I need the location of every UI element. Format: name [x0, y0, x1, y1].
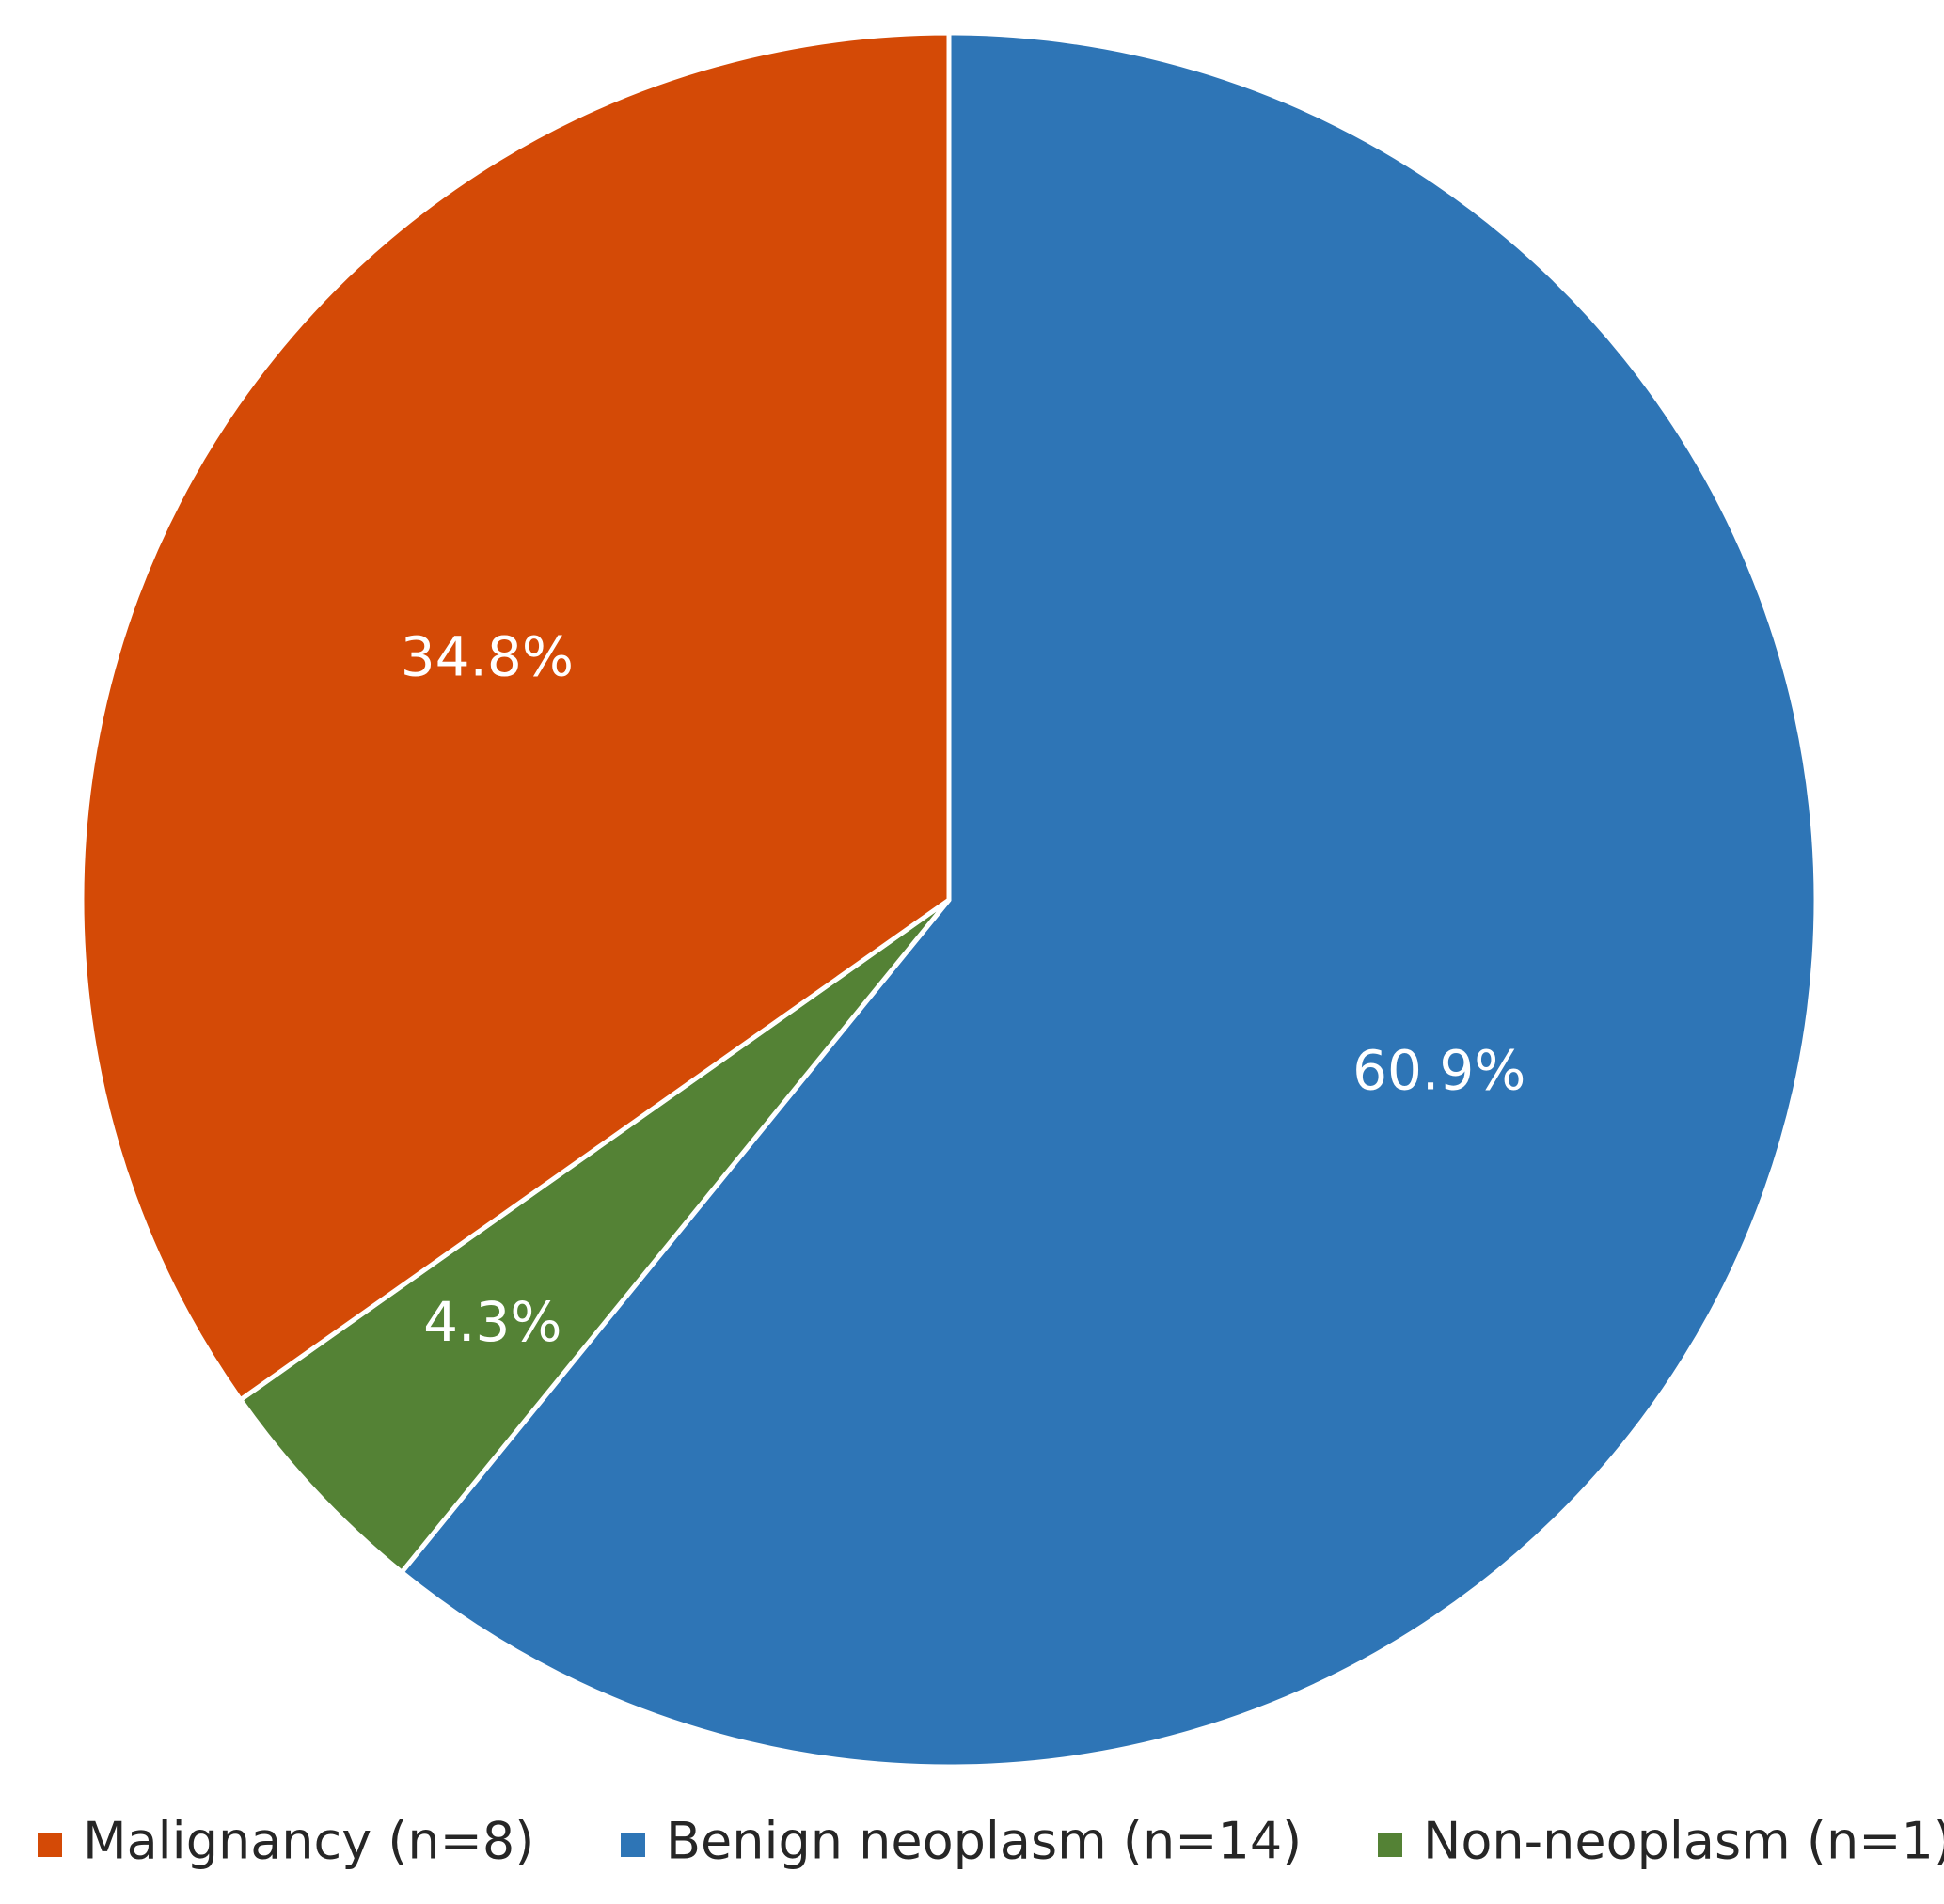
legend: Malignancy (n=8) Benign neoplasm (n=14) No…: [38, 1812, 1944, 1871]
legend-label: Benign neoplasm (n=14): [666, 1812, 1302, 1871]
legend-swatch: [621, 1833, 645, 1857]
pie-slices: [79, 30, 1819, 1770]
legend-item: Malignancy (n=8): [38, 1812, 534, 1871]
slice-data-label: 4.3%: [423, 1290, 561, 1354]
slice-data-label: 60.9%: [1352, 1038, 1525, 1102]
legend-swatch: [1378, 1833, 1402, 1857]
legend-label: Non-neoplasm (n=1): [1423, 1812, 1944, 1871]
legend-item: Benign neoplasm (n=14): [621, 1812, 1302, 1871]
pie-slice: [238, 897, 952, 1575]
slice-data-labels: 60.9% 4.3% 34.8%: [401, 625, 1526, 1355]
legend-swatch: [38, 1833, 62, 1857]
slice-data-label: 34.8%: [401, 625, 574, 689]
pie-slice: [399, 30, 1819, 1770]
legend-label: Malignancy (n=8): [83, 1812, 534, 1871]
legend-item: Non-neoplasm (n=1): [1378, 1812, 1944, 1871]
pie-slice: [79, 30, 952, 1403]
